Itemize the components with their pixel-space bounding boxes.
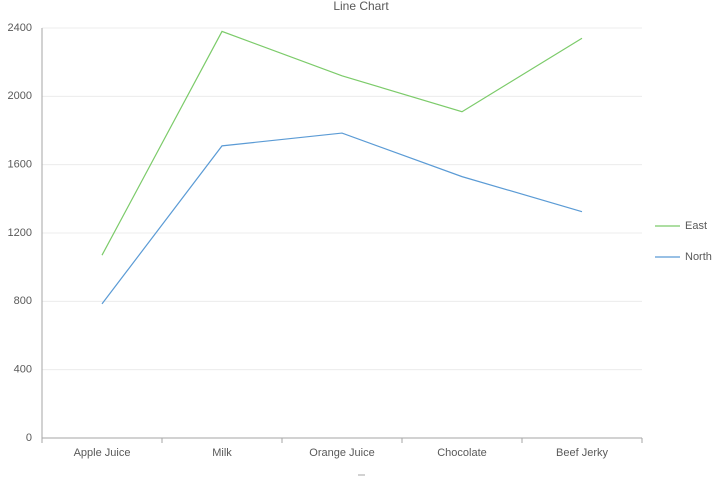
x-tick-label: Beef Jerky [556,447,608,459]
series-line [101,132,583,305]
x-tick-label: Orange Juice [309,447,374,459]
y-tick-label: 1600 [8,159,32,171]
y-tick-label: 1200 [8,227,32,239]
series-line [101,30,583,256]
chart-title: Line Chart [333,0,389,13]
legend-label: North [685,251,712,263]
x-tick-label: Chocolate [437,447,487,459]
y-tick-label: 0 [26,432,32,444]
y-tick-label: 2400 [8,22,32,34]
y-tick-label: 800 [14,295,32,307]
y-tick-label: 400 [14,364,32,376]
y-tick-label: 2000 [8,90,32,102]
x-tick-label: Apple Juice [74,447,131,459]
legend-label: East [685,220,707,232]
x-tick-label: Milk [212,447,232,459]
